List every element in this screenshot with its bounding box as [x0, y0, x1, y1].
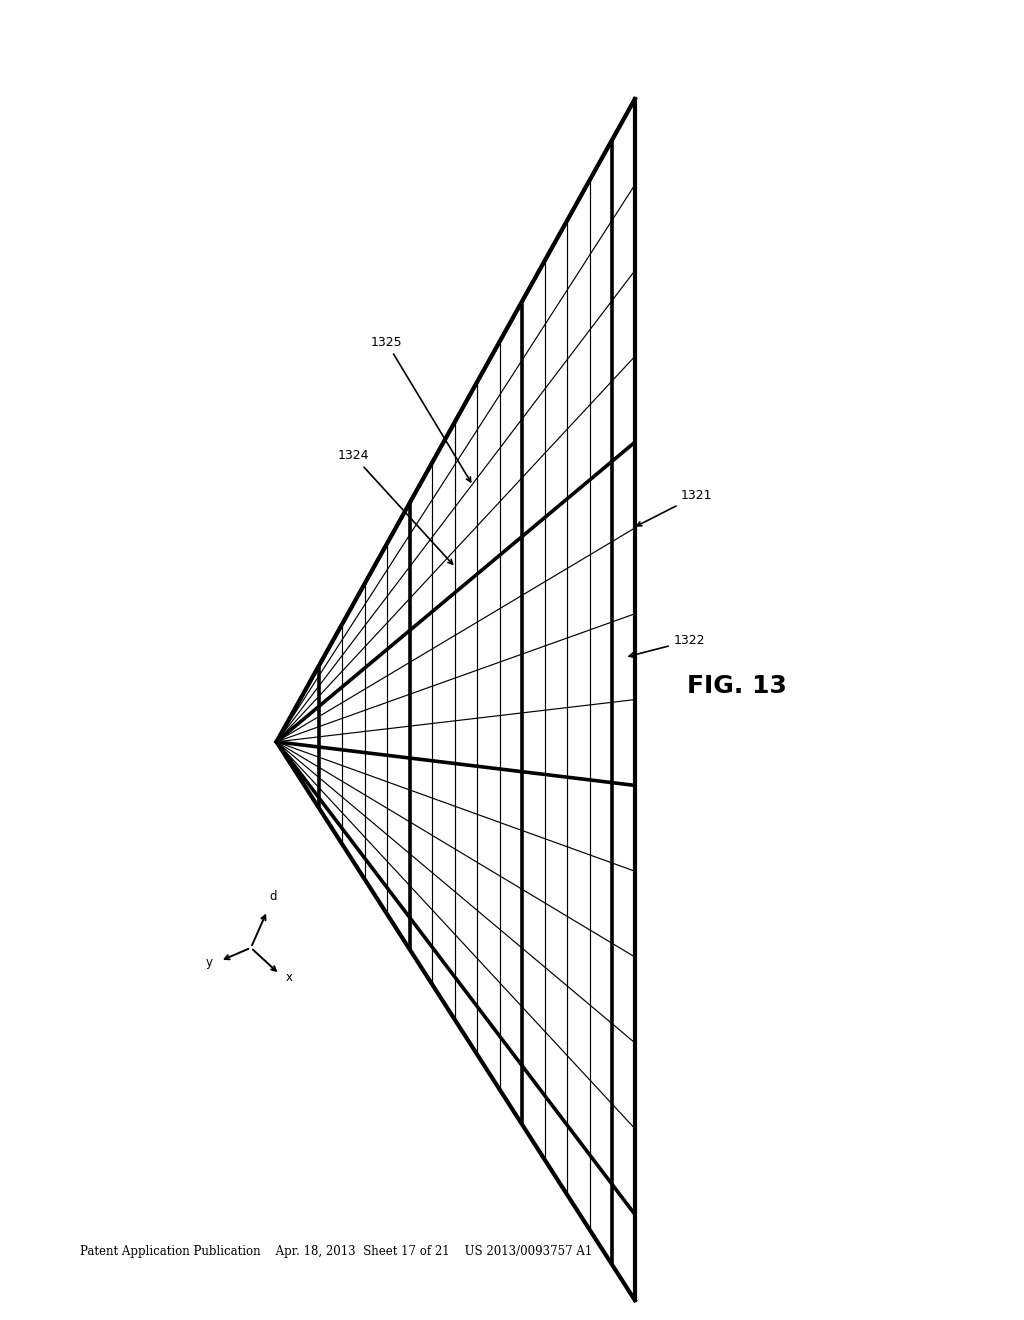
Text: 1322: 1322: [629, 634, 706, 657]
Text: 1324: 1324: [338, 449, 453, 564]
Text: y: y: [206, 956, 213, 969]
Text: x: x: [286, 970, 293, 983]
Text: 1321: 1321: [637, 488, 713, 525]
Text: d: d: [269, 890, 276, 903]
Text: FIG. 13: FIG. 13: [687, 675, 787, 698]
Text: Patent Application Publication    Apr. 18, 2013  Sheet 17 of 21    US 2013/00937: Patent Application Publication Apr. 18, …: [80, 1245, 592, 1258]
Text: 1325: 1325: [371, 335, 471, 482]
